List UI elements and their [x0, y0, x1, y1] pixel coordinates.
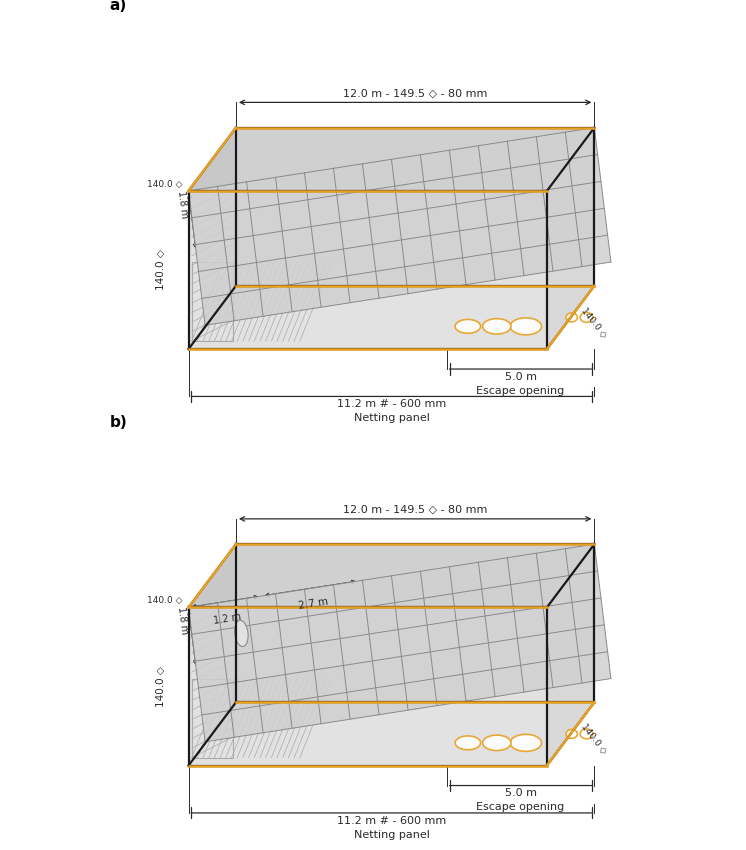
Text: 140.0 ◇: 140.0 ◇ [147, 597, 182, 605]
Text: 140.0 ◇: 140.0 ◇ [580, 306, 609, 339]
Text: Netting panel: Netting panel [354, 830, 430, 840]
Text: 1.2 m: 1.2 m [213, 612, 242, 626]
Polygon shape [566, 313, 577, 322]
Polygon shape [189, 191, 547, 349]
Polygon shape [547, 544, 595, 766]
Polygon shape [189, 544, 611, 742]
Polygon shape [566, 729, 577, 739]
Polygon shape [189, 128, 611, 326]
Polygon shape [510, 318, 542, 335]
Text: 2.7 m: 2.7 m [298, 597, 328, 611]
Polygon shape [455, 320, 480, 333]
Text: 140.0 ◇: 140.0 ◇ [147, 180, 182, 189]
Text: 1.8 m: 1.8 m [176, 190, 189, 218]
Text: 5.0 m: 5.0 m [504, 788, 536, 798]
Text: Escape opening: Escape opening [477, 386, 565, 396]
Polygon shape [189, 128, 236, 349]
Polygon shape [236, 544, 595, 702]
Text: 12.0 m - 149.5 ◇ - 80 mm: 12.0 m - 149.5 ◇ - 80 mm [343, 88, 487, 98]
Polygon shape [547, 128, 595, 349]
Polygon shape [483, 319, 511, 334]
Polygon shape [189, 544, 595, 608]
Text: 140.0 ◇: 140.0 ◇ [156, 250, 166, 291]
Polygon shape [189, 128, 595, 191]
Text: 140.0 ◇: 140.0 ◇ [580, 722, 609, 756]
Polygon shape [580, 729, 593, 739]
Polygon shape [483, 735, 511, 751]
Text: b): b) [110, 415, 128, 429]
Polygon shape [189, 544, 236, 766]
Text: 11.2 m # - 600 mm: 11.2 m # - 600 mm [337, 816, 446, 825]
Text: 12.0 m - 149.5 ◇ - 80 mm: 12.0 m - 149.5 ◇ - 80 mm [343, 505, 487, 514]
Polygon shape [510, 734, 542, 751]
Polygon shape [236, 128, 595, 286]
Polygon shape [189, 608, 547, 766]
Text: Escape opening: Escape opening [477, 802, 565, 813]
Text: 11.2 m # - 600 mm: 11.2 m # - 600 mm [337, 400, 446, 409]
Text: a): a) [110, 0, 127, 13]
Text: 1.8 m: 1.8 m [176, 606, 189, 635]
Polygon shape [580, 313, 593, 322]
Text: 140.0 ◇: 140.0 ◇ [156, 666, 166, 707]
Text: 5.0 m: 5.0 m [504, 371, 536, 382]
Text: Netting panel: Netting panel [354, 413, 430, 423]
Polygon shape [455, 736, 480, 750]
Ellipse shape [235, 620, 248, 647]
